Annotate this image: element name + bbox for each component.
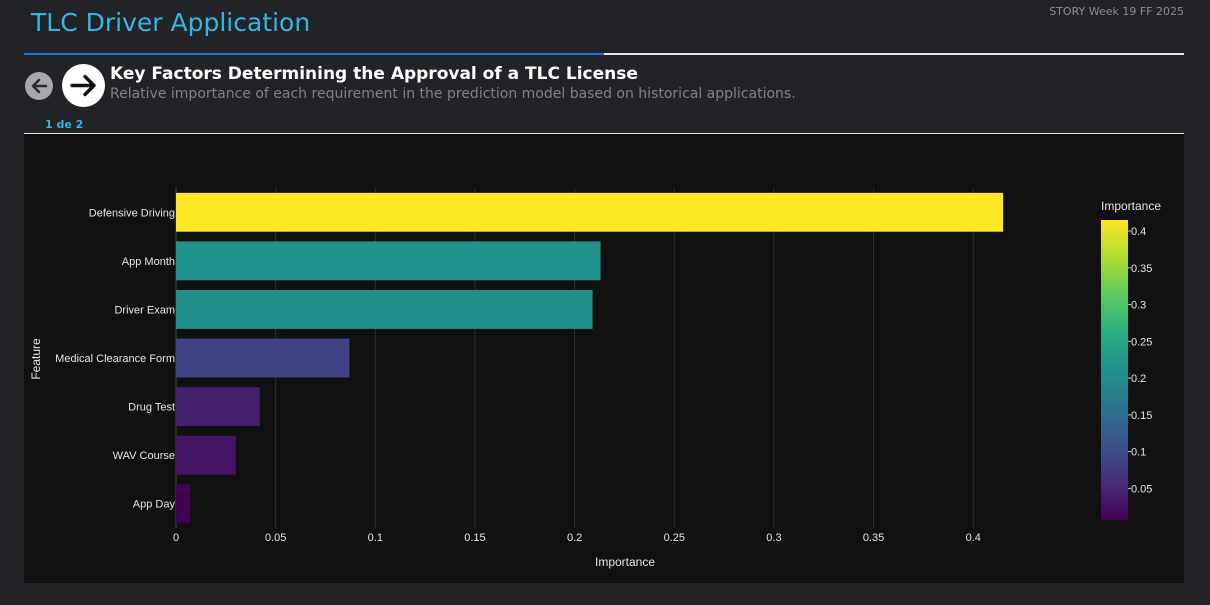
y-tick-label: App Day <box>133 499 176 511</box>
previous-step-button[interactable] <box>25 72 53 100</box>
feature-importance-chart: Defensive Driving App Month Driver Exam Med… <box>29 188 1161 569</box>
x-tick-label: 0.3 <box>766 532 781 544</box>
colorbar-tick-label: 0.05 <box>1131 483 1152 495</box>
x-tick-label: 0.4 <box>966 532 981 544</box>
colorbar-tick-label: 0.35 <box>1131 263 1152 275</box>
x-tick-label: 0.35 <box>863 532 884 544</box>
step-pager: 1 de 2 <box>45 118 84 131</box>
bar[interactable] <box>176 338 350 378</box>
x-tick-label: 0.1 <box>368 532 383 544</box>
bar[interactable] <box>176 290 593 329</box>
x-axis-title: Importance <box>595 555 655 569</box>
y-tick-label: WAV Course <box>113 450 175 462</box>
app-title: TLC Driver Application <box>31 8 311 37</box>
x-tick-label: 0.15 <box>464 532 485 544</box>
arrow-right-icon <box>70 74 96 97</box>
bar[interactable] <box>176 435 236 475</box>
colorbar-tick-label: 0.1 <box>1131 447 1146 459</box>
x-tick-label: 0 <box>173 532 179 544</box>
y-tick-label: Driver Exam <box>114 304 175 316</box>
story-progress-bar <box>24 53 1184 55</box>
y-tick-label: App Month <box>122 256 175 268</box>
y-tick-label: Defensive Driving <box>89 207 175 219</box>
colorbar-tick-label: 0.3 <box>1131 300 1146 312</box>
bar[interactable] <box>176 192 1004 232</box>
chart-panel: Defensive Driving App Month Driver Exam Med… <box>24 134 1184 583</box>
colorbar-tick-label: 0.15 <box>1131 410 1152 422</box>
bar[interactable] <box>176 387 260 426</box>
story-progress-fill <box>24 53 604 55</box>
colorbar <box>1101 220 1128 520</box>
header-divider <box>24 133 1184 134</box>
step-subtitle: Relative importance of each requirement … <box>110 86 796 102</box>
story-tag: STORY Week 19 FF 2025 <box>1049 5 1184 18</box>
y-tick-label: Drug Test <box>128 402 175 414</box>
bar[interactable] <box>176 241 601 281</box>
x-tick-label: 0.05 <box>265 532 286 544</box>
next-step-button[interactable] <box>62 64 105 107</box>
step-title: Key Factors Determining the Approval of … <box>110 64 638 84</box>
colorbar-tick-label: 0.2 <box>1131 373 1146 385</box>
y-tick-label: Medical Clearance Form <box>55 353 175 365</box>
x-tick-label: 0.2 <box>567 532 582 544</box>
colorbar-title: Importance <box>1101 199 1161 213</box>
bar[interactable] <box>176 484 190 524</box>
colorbar-tick-label: 0.25 <box>1131 336 1152 348</box>
y-axis-title: Feature <box>29 338 43 380</box>
arrow-left-icon <box>31 78 48 94</box>
x-tick-label: 0.25 <box>664 532 685 544</box>
colorbar-tick-label: 0.4 <box>1131 226 1146 238</box>
